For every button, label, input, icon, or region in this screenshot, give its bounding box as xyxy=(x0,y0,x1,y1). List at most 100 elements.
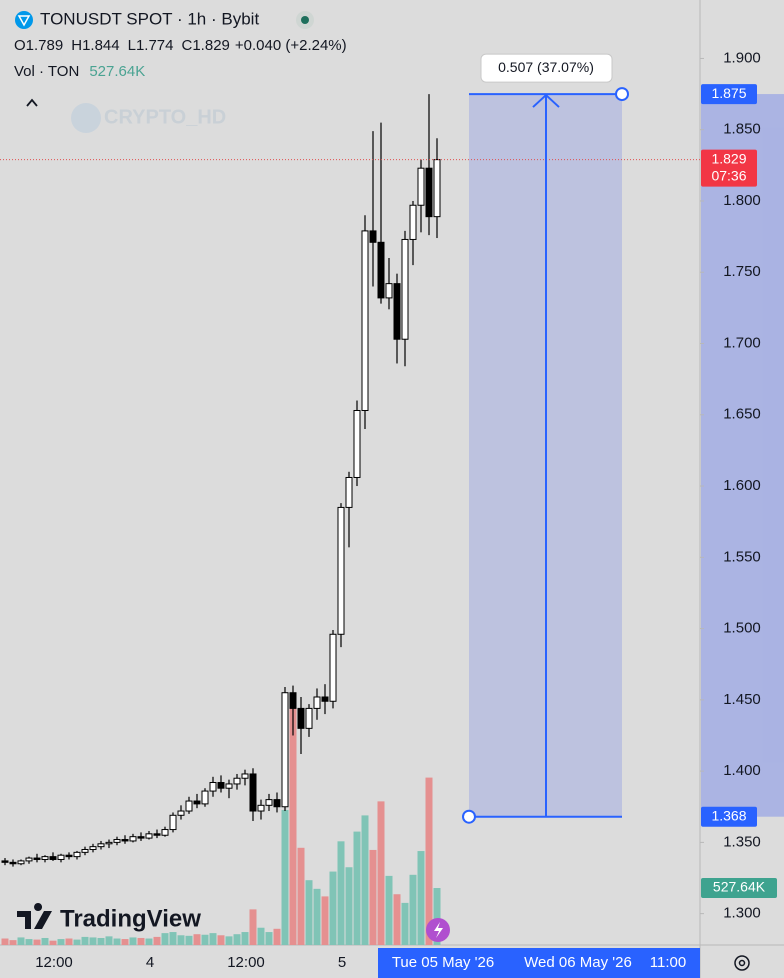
volume-bar xyxy=(409,874,417,945)
ohlc-value: 1.844 xyxy=(82,37,120,54)
candle-body xyxy=(353,409,361,478)
candle-body xyxy=(145,833,153,839)
volume-bar xyxy=(145,938,153,945)
x-range-highlight xyxy=(378,948,700,978)
candle-body xyxy=(289,692,297,709)
candle-body xyxy=(305,707,313,729)
x-tick-label: 4 xyxy=(146,954,154,971)
y-tick-label: 1.800 xyxy=(723,192,761,209)
volume-bar xyxy=(281,810,289,945)
settings-icon[interactable] xyxy=(734,955,750,971)
volume-bar xyxy=(137,937,145,945)
x-range-label: Wed 06 May '26 xyxy=(524,954,632,971)
candle-body xyxy=(321,696,329,702)
y-tick-label: 1.350 xyxy=(723,833,761,850)
volume-bar xyxy=(73,939,81,945)
volume-bar xyxy=(25,939,33,945)
volume-bar xyxy=(353,831,361,945)
volume-bar xyxy=(105,936,113,945)
candle-body xyxy=(425,167,433,218)
candle-body xyxy=(265,799,273,806)
candle-body xyxy=(393,283,401,340)
volume-legend-label: Vol · TON xyxy=(14,63,79,80)
candle-body xyxy=(313,696,321,709)
candle-body xyxy=(329,633,337,702)
measure-handle xyxy=(615,87,629,102)
ohlc-legend: O1.789 H1.844 L1.774 C1.829 +0.040 (+2.24%) xyxy=(14,37,347,54)
volume-bar xyxy=(41,937,49,945)
ohlc-value: 1.789 xyxy=(26,37,64,54)
candle-body xyxy=(41,856,49,860)
y-tick-label: 1.750 xyxy=(723,263,761,280)
candle-body xyxy=(25,857,33,862)
measure-label-box xyxy=(480,53,613,83)
y-tick-label: 1.600 xyxy=(723,477,761,494)
candle-body xyxy=(377,241,385,299)
measure-label: 0.507 (37.07%) xyxy=(498,59,594,75)
volume-bar xyxy=(313,888,321,945)
volume-bar xyxy=(297,847,305,945)
volume-bar xyxy=(97,937,105,945)
candle-body xyxy=(433,159,441,218)
candle-body xyxy=(49,856,57,860)
volume-bar xyxy=(305,880,313,945)
measure-arrowhead xyxy=(532,93,560,108)
volume-bar xyxy=(433,888,441,945)
volume-bar xyxy=(257,927,265,945)
candle-body xyxy=(217,782,225,789)
candle-body xyxy=(185,800,193,812)
volume-bar xyxy=(369,849,377,945)
volume-bar xyxy=(49,940,57,945)
volume-bar xyxy=(417,851,425,945)
volume-bar xyxy=(265,932,273,945)
candle-body xyxy=(337,506,345,635)
y-tick-label: 1.650 xyxy=(723,406,761,423)
candle-body xyxy=(97,843,105,848)
candle-body xyxy=(73,851,81,858)
candle-body xyxy=(105,841,113,845)
settings-icon xyxy=(738,959,746,967)
candle-body xyxy=(121,839,129,842)
y-tick-label: 1.550 xyxy=(723,548,761,565)
watermark: CRYPTO_HD xyxy=(104,106,226,128)
volume-bar xyxy=(129,937,137,945)
candle-body xyxy=(345,476,353,508)
price-tag xyxy=(701,149,757,187)
ohlc-label: C xyxy=(182,37,193,54)
volume-bar xyxy=(249,909,257,945)
volume-bar xyxy=(217,935,225,945)
candle-body xyxy=(169,814,177,831)
volume-bar xyxy=(201,934,209,945)
volume-bar xyxy=(185,935,193,945)
candle-body xyxy=(9,861,17,865)
volume-bar xyxy=(153,936,161,945)
x-tick-label: 12:00 xyxy=(227,954,265,971)
volume-bar xyxy=(57,939,65,945)
volume-bar xyxy=(121,939,129,945)
measure-tag-label: 1.368 xyxy=(711,807,746,823)
volume-bar xyxy=(225,936,233,945)
candle-body xyxy=(17,860,25,865)
candle-body xyxy=(369,230,377,243)
y-tick-label: 1.300 xyxy=(723,905,761,922)
watermark-logo xyxy=(71,103,101,133)
candle-body xyxy=(401,238,409,340)
status-dot xyxy=(301,16,309,24)
flash-icon xyxy=(434,922,443,938)
volume-bar xyxy=(169,932,177,945)
candle-body xyxy=(177,810,185,816)
ohlc-change: +0.040 (+2.24%) xyxy=(235,37,347,54)
ohlc-label: O xyxy=(14,37,26,54)
candle-body xyxy=(129,836,137,842)
measure-tag-label: 1.875 xyxy=(711,85,746,101)
candle-body xyxy=(113,839,121,843)
volume-bar xyxy=(81,936,89,945)
measure-tag xyxy=(701,806,757,827)
volume-bar xyxy=(377,801,385,945)
x-range-label: 11:00 xyxy=(650,954,686,971)
candle-body xyxy=(65,854,73,858)
volume-bar xyxy=(177,935,185,945)
collapse-icon[interactable] xyxy=(26,98,38,107)
volume-bar xyxy=(1,938,9,945)
